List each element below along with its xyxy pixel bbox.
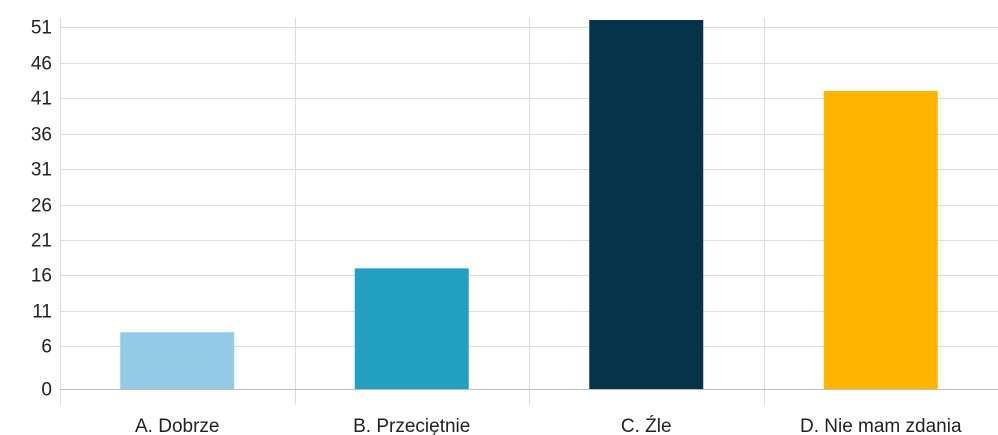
bar [823,90,938,389]
y-tick-label: 31 [31,160,52,181]
y-axis: 0 6 11 16 21 26 31 36 41 46 51 [31,18,52,401]
y-tick-label: 36 [31,125,52,146]
y-tick-label: 11 [32,302,52,323]
bar [354,268,469,389]
bar [120,332,235,389]
y-tick-label: 0 [41,380,52,401]
grid [60,18,998,405]
y-tick-label: 41 [31,89,52,110]
y-tick-label: 16 [31,266,52,287]
bar [589,20,704,389]
y-tick-label: 51 [31,18,52,39]
x-tick-label: A. Dobrze [135,416,219,435]
y-tick-label: 21 [31,231,52,252]
y-tick-label: 6 [41,337,52,358]
y-tick-label: 26 [31,196,52,217]
x-tick-label: D. Nie mam zdania [800,416,962,435]
x-tick-label: B. Przeciętnie [353,416,470,435]
y-tick-label: 46 [31,54,52,75]
bars [120,20,938,389]
x-tick-label: C. Źle [621,416,672,435]
x-axis: A. Dobrze B. Przeciętnie C. Źle D. Nie mam … [60,389,998,435]
